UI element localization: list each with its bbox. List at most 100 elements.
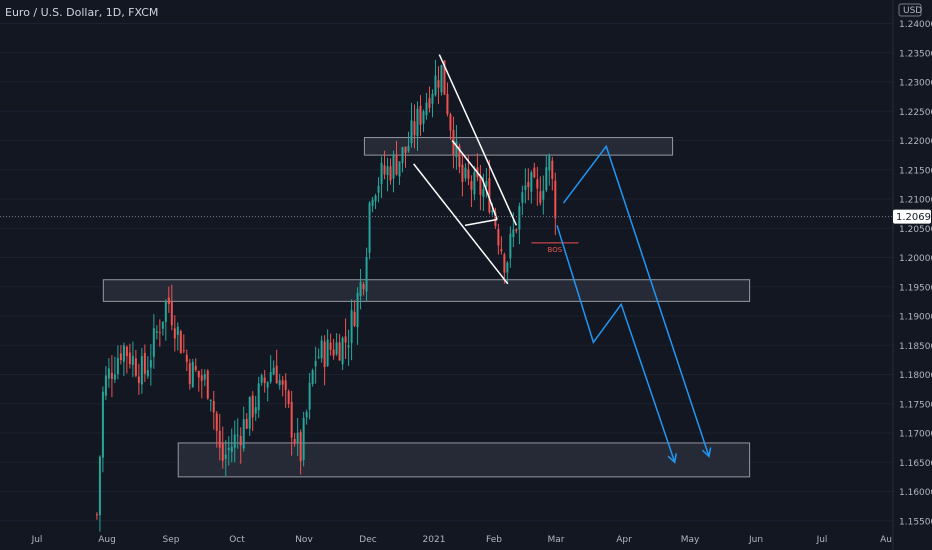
- candle-body: [491, 209, 494, 213]
- candle-body: [416, 108, 419, 137]
- candle-body: [305, 411, 308, 418]
- y-tick-label: 1.21500: [899, 166, 932, 176]
- candle-body: [428, 98, 431, 108]
- candle-body: [332, 349, 335, 356]
- candle-body: [344, 336, 347, 343]
- candle-body: [116, 358, 119, 375]
- price-candles: [95, 59, 557, 532]
- candle-body: [479, 175, 482, 195]
- candle-body: [380, 163, 383, 185]
- y-tick-label: 1.23500: [899, 49, 932, 59]
- y-tick-label: 1.21000: [899, 196, 932, 206]
- currency-badge: USD: [898, 3, 922, 17]
- candle-body: [395, 154, 398, 175]
- candle-body: [422, 111, 425, 124]
- wedge-line: [438, 54, 518, 226]
- candle-body: [437, 80, 440, 88]
- candle-body: [326, 339, 329, 366]
- candle-body: [119, 353, 122, 361]
- candle-body: [449, 114, 452, 131]
- y-tick-label: 1.20500: [899, 225, 932, 235]
- candle-body: [506, 262, 509, 273]
- candle-body: [206, 370, 209, 399]
- candle-body: [251, 395, 254, 418]
- candle-body: [524, 185, 527, 190]
- candle-body: [137, 376, 140, 383]
- current-price-tag-bg: [893, 209, 931, 224]
- x-tick-label: Sep: [163, 535, 180, 545]
- candle-body: [242, 419, 245, 449]
- candle-body: [386, 166, 389, 176]
- candle-body: [311, 370, 314, 384]
- candle-body: [419, 105, 422, 125]
- candle-body: [368, 202, 371, 253]
- candle-body: [254, 407, 257, 414]
- candle-body: [527, 181, 530, 188]
- candle-body: [317, 356, 320, 358]
- x-tick-label: Mar: [548, 535, 565, 545]
- y-tick-label: 1.18500: [899, 342, 932, 352]
- candle-body: [554, 180, 557, 219]
- candle-body: [413, 121, 416, 136]
- candle-body: [140, 356, 143, 385]
- candle-body: [224, 454, 227, 459]
- candle-body: [455, 141, 458, 158]
- x-tick-label: Jul: [31, 535, 43, 545]
- candle-body: [374, 195, 377, 202]
- candle-body: [389, 166, 392, 181]
- candle-body: [248, 396, 251, 429]
- candle-body: [143, 352, 146, 374]
- candle-body: [512, 229, 515, 238]
- candle-body: [203, 374, 206, 380]
- candle-body: [131, 355, 134, 365]
- candle-body: [473, 171, 476, 195]
- candle-body: [101, 391, 104, 458]
- candle-body: [467, 169, 470, 179]
- wedge-line: [451, 140, 483, 179]
- candle-body: [500, 249, 503, 252]
- candle-body: [314, 360, 317, 367]
- candle-body: [110, 372, 113, 379]
- candle-body: [371, 199, 374, 207]
- currency-badge-bg: [898, 3, 922, 17]
- candle-body: [278, 380, 281, 386]
- y-tick-label: 1.18000: [899, 371, 932, 381]
- candle-body: [236, 434, 239, 436]
- candle-body: [302, 418, 305, 461]
- candle-body: [377, 185, 380, 193]
- candle-body: [509, 233, 512, 259]
- y-tick-label: 1.19500: [899, 283, 932, 293]
- candle-body: [470, 181, 473, 190]
- candle-body: [320, 340, 323, 359]
- projection-arrowhead: [667, 453, 678, 464]
- candle-body: [104, 375, 107, 396]
- zone-box: [102, 279, 751, 302]
- candle-body: [329, 342, 332, 350]
- x-tick-label: Oct: [229, 535, 245, 545]
- candle-body: [521, 192, 524, 203]
- candle-body: [551, 160, 554, 179]
- candle-body: [146, 370, 149, 377]
- candle-body: [272, 367, 275, 375]
- candle-body: [221, 443, 224, 461]
- candle-body: [176, 326, 179, 335]
- candle-body: [152, 328, 155, 357]
- wedge-pattern-lines: [413, 54, 518, 285]
- current-price-label: 1.20699: [896, 212, 932, 223]
- candle-body: [245, 418, 248, 429]
- candle-body: [335, 342, 338, 355]
- candle-body: [350, 310, 353, 344]
- x-tick-label: Nov: [295, 535, 313, 545]
- candle-body: [356, 292, 359, 328]
- candle-body: [149, 360, 152, 368]
- candle-body: [446, 93, 449, 115]
- candle-body: [308, 382, 311, 410]
- candle-body: [266, 382, 269, 388]
- candle-body: [362, 284, 365, 290]
- candle-body: [347, 345, 350, 348]
- y-tick-label: 1.17000: [899, 430, 932, 440]
- candle-body: [443, 60, 446, 95]
- candle-body: [269, 372, 272, 382]
- wedge-line: [481, 178, 498, 220]
